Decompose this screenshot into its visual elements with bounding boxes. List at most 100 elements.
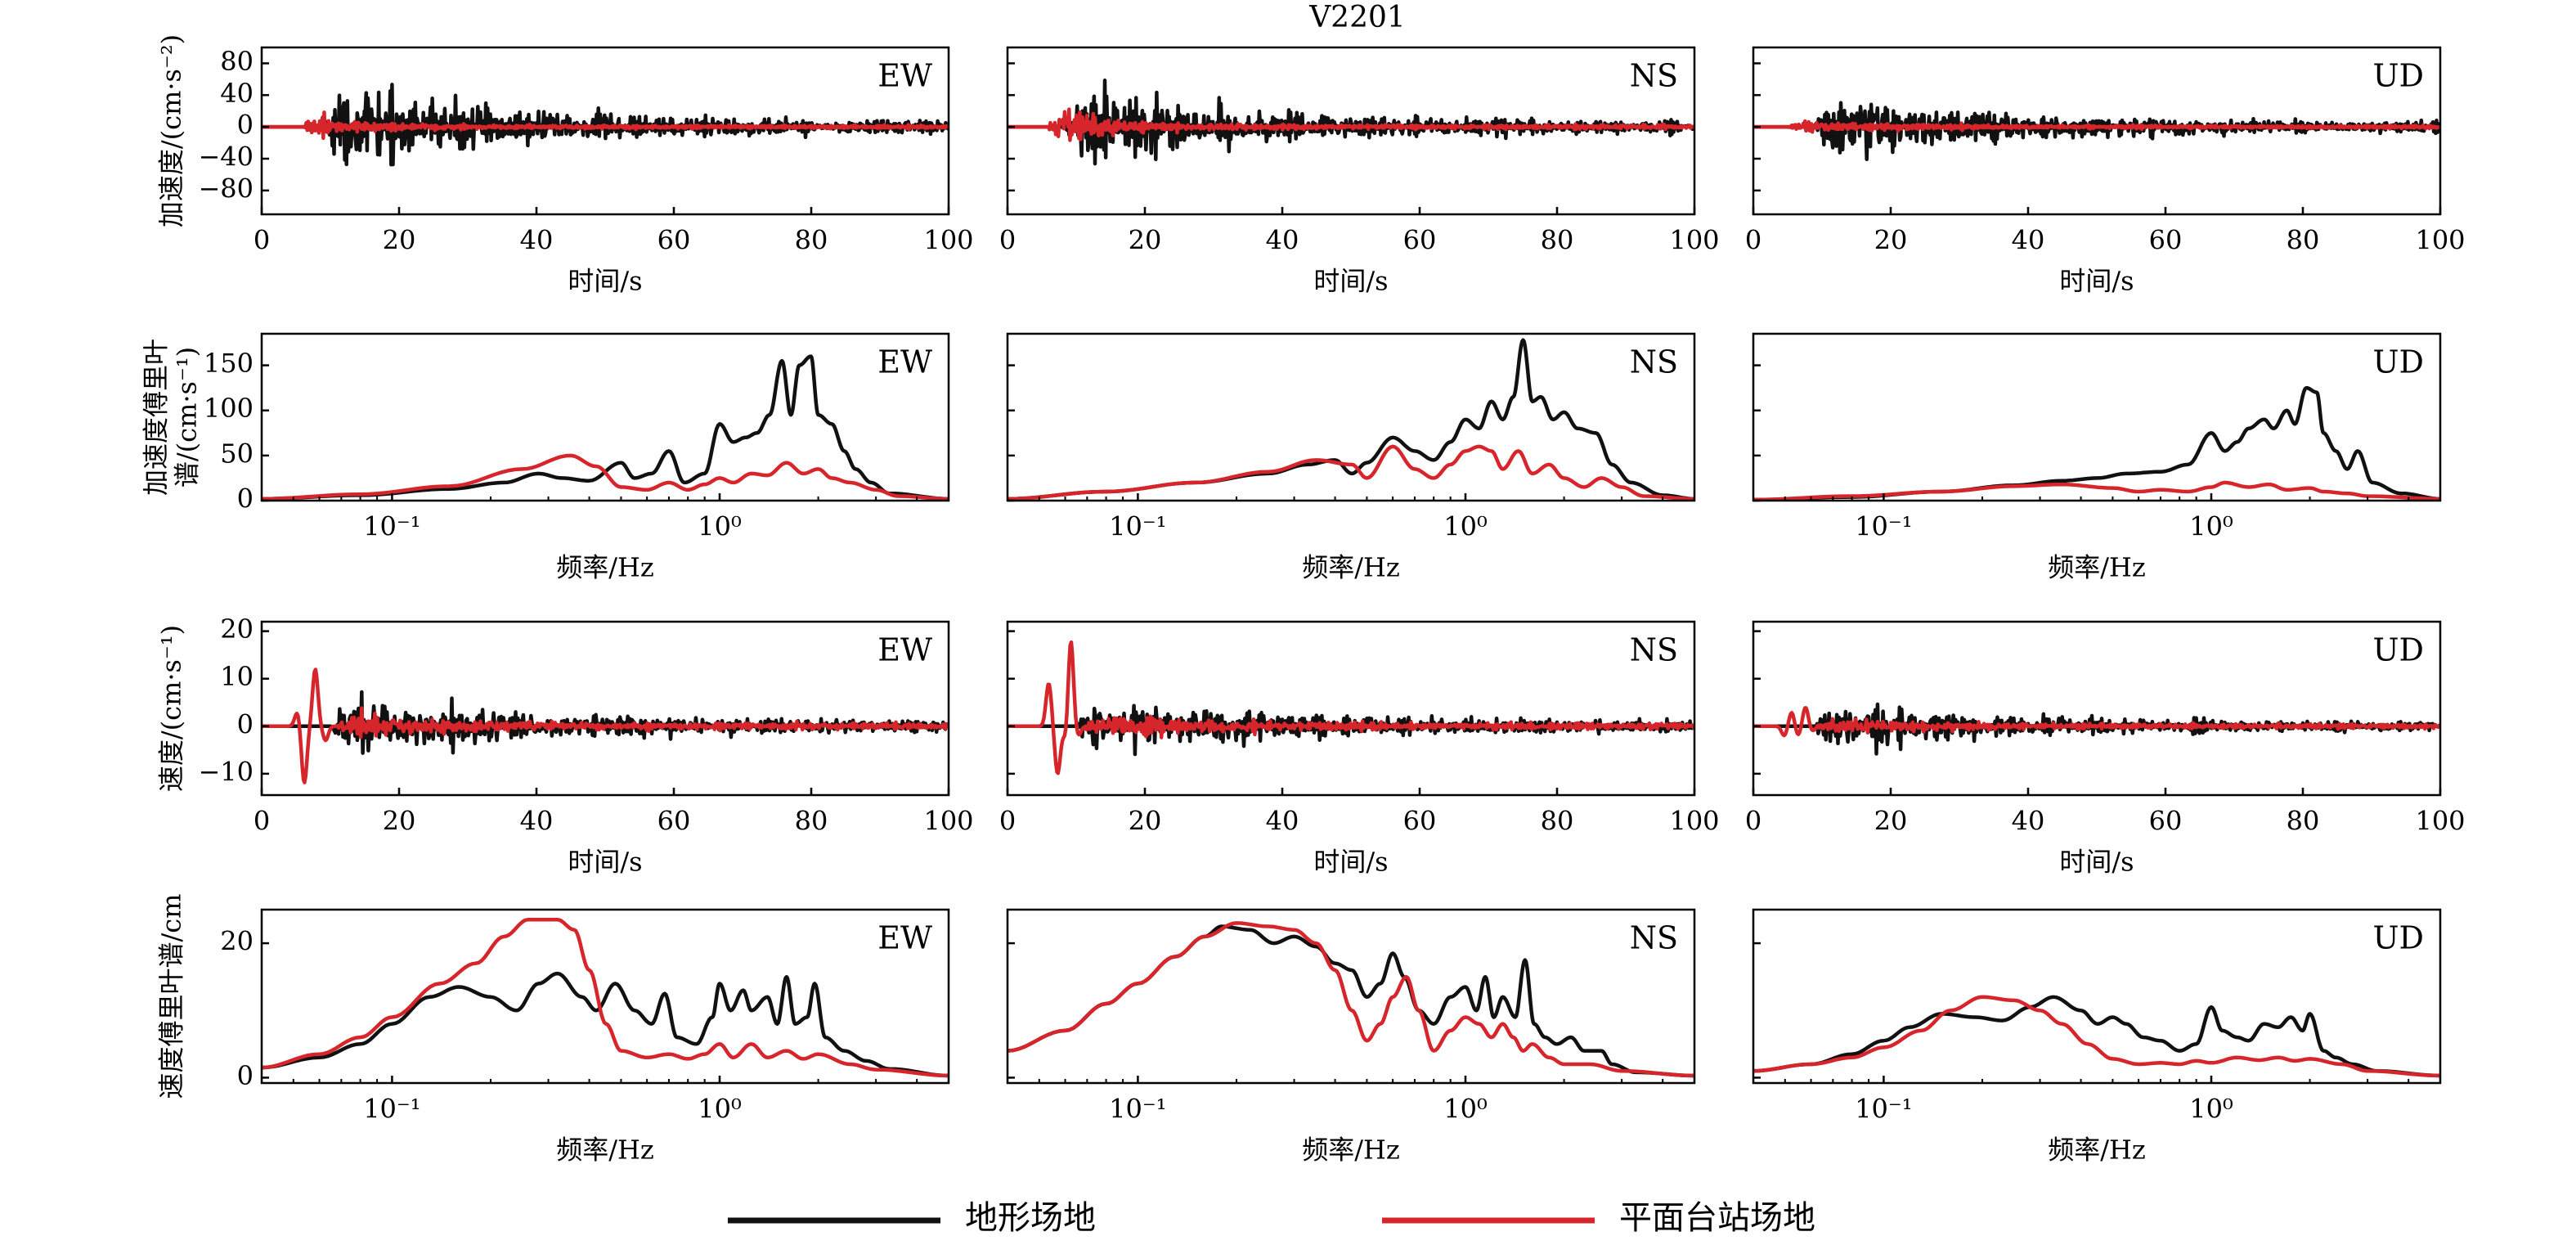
x-tick-label: 40 bbox=[2012, 225, 2045, 256]
row-2-ylabel-line-0: 速度/(cm·s⁻¹) bbox=[156, 625, 187, 792]
component-label: UD bbox=[2373, 344, 2425, 380]
row-0-ylabel-line-0: 加速度/(cm·s⁻²) bbox=[156, 34, 187, 227]
panel-frame bbox=[1752, 908, 2442, 1085]
component-label: EW bbox=[877, 632, 932, 668]
x-tick-label: 40 bbox=[520, 806, 554, 837]
x-axis-label: 频率/Hz bbox=[2048, 1135, 2146, 1166]
x-axis-label: 频率/Hz bbox=[556, 552, 654, 583]
x-tick-label: 60 bbox=[657, 806, 691, 837]
panel-frame bbox=[1006, 620, 1696, 797]
y-tick-label: 150 bbox=[204, 348, 254, 379]
row-3-ylabel-line-0: 速度傅里叶谱/cm bbox=[156, 893, 187, 1099]
x-axis-label: 时间/s bbox=[2059, 847, 2134, 878]
x-tick-label: 60 bbox=[2149, 225, 2183, 256]
row-1-ylabel-line-1: 谱/(cm·s⁻¹) bbox=[172, 347, 203, 488]
panel-frame bbox=[260, 620, 950, 797]
x-tick-label: 60 bbox=[2149, 806, 2183, 837]
series-line-flat bbox=[1008, 444, 1694, 501]
x-tick-label: 0 bbox=[999, 806, 1016, 837]
x-axis-label: 频率/Hz bbox=[1302, 1135, 1400, 1166]
series-line-flat bbox=[262, 667, 949, 784]
series-line-terrain bbox=[1008, 338, 1694, 501]
x-tick-label: 10⁰ bbox=[698, 511, 742, 542]
series-group bbox=[1008, 921, 1694, 1078]
x-tick-label: 40 bbox=[1266, 806, 1299, 837]
series-line-terrain bbox=[1753, 101, 2440, 161]
x-tick-label: 80 bbox=[2287, 225, 2320, 256]
x-tick-label: 0 bbox=[254, 225, 270, 256]
y-tick-label: 100 bbox=[204, 393, 254, 424]
y-tick-label: 0 bbox=[237, 483, 254, 515]
series-line-terrain bbox=[1008, 79, 1694, 166]
series-group bbox=[262, 918, 949, 1078]
legend-label-terrain: 地形场地 bbox=[965, 1199, 1096, 1237]
panel-time-r0-ud: UD 0 20 40 60 80 100 时间/s bbox=[1745, 46, 2466, 297]
series-line-flat bbox=[262, 110, 949, 141]
y-tick-label: 80 bbox=[220, 46, 254, 77]
x-tick-label: 20 bbox=[383, 225, 416, 256]
panel-frame bbox=[1752, 620, 2442, 797]
series-line-terrain bbox=[262, 354, 949, 501]
x-axis-label: 时间/s bbox=[1313, 847, 1388, 878]
figure-title: V2201 bbox=[1308, 1, 1406, 34]
component-label: NS bbox=[1630, 920, 1678, 956]
component-label: NS bbox=[1630, 58, 1678, 94]
series-group bbox=[1753, 101, 2440, 161]
x-tick-label: 10⁻¹ bbox=[1109, 511, 1166, 542]
series-line-flat bbox=[1753, 480, 2440, 501]
x-tick-label: 10⁻¹ bbox=[1855, 511, 1912, 542]
x-tick-label: 20 bbox=[1874, 806, 1908, 837]
panel-time-r2-ns: NS 0 20 40 60 80 100 时间/s bbox=[999, 620, 1720, 878]
panel-freq-r1-ns: NS 10⁻¹ 10⁰ 频率/Hz bbox=[1006, 332, 1696, 583]
series-line-flat bbox=[1008, 640, 1694, 775]
series-group bbox=[262, 667, 949, 784]
x-tick-label: 80 bbox=[1541, 225, 1574, 256]
legend: 地形场地 平面台站场地 bbox=[728, 1199, 1815, 1237]
x-tick-label: 80 bbox=[795, 806, 828, 837]
y-tick-label: 10 bbox=[220, 661, 254, 692]
x-tick-label: 80 bbox=[795, 225, 828, 256]
x-tick-label: 40 bbox=[1266, 225, 1299, 256]
x-tick-label: 80 bbox=[1541, 806, 1574, 837]
panel-freq-r3-ud: UD 10⁻¹ 10⁰ 频率/Hz bbox=[1752, 908, 2442, 1166]
panel-frame bbox=[1752, 46, 2442, 216]
x-tick-label: 10⁰ bbox=[1443, 1094, 1488, 1125]
component-label: NS bbox=[1630, 344, 1678, 380]
series-group bbox=[1753, 702, 2440, 756]
series-line-flat bbox=[1753, 706, 2440, 738]
component-label: UD bbox=[2373, 58, 2425, 94]
series-line-flat bbox=[1008, 107, 1694, 142]
component-label: EW bbox=[877, 344, 932, 380]
x-axis-label: 时间/s bbox=[568, 266, 642, 297]
series-group bbox=[262, 83, 949, 167]
panel-freq-r1-ew: EW 10⁻¹ 10⁰ 0 50 100 150 频率/Hz bbox=[204, 332, 950, 583]
x-tick-label: 10⁰ bbox=[1443, 511, 1488, 542]
x-tick-label: 0 bbox=[254, 806, 270, 837]
x-tick-label: 10⁻¹ bbox=[363, 511, 420, 542]
y-tick-label: 0 bbox=[237, 1060, 254, 1091]
component-label: EW bbox=[877, 58, 932, 94]
series-line-terrain bbox=[1008, 924, 1694, 1078]
component-label: EW bbox=[877, 920, 932, 956]
x-axis-label: 频率/Hz bbox=[556, 1135, 654, 1166]
component-label: NS bbox=[1630, 632, 1678, 668]
x-tick-label: 100 bbox=[1669, 806, 1719, 837]
series-group bbox=[1753, 385, 2440, 501]
x-tick-label: 100 bbox=[923, 225, 973, 256]
x-tick-label: 20 bbox=[1129, 806, 1162, 837]
panel-freq-r3-ns: NS 10⁻¹ 10⁰ 频率/Hz bbox=[1006, 908, 1696, 1166]
panel-time-r0-ns: NS 0 20 40 60 80 100 时间/s bbox=[999, 46, 1720, 297]
y-tick-label: 40 bbox=[220, 78, 254, 109]
series-line-flat bbox=[262, 453, 949, 501]
panel-frame bbox=[260, 332, 950, 502]
x-axis-label: 频率/Hz bbox=[2048, 552, 2146, 583]
panel-freq-r1-ud: UD 10⁻¹ 10⁰ 频率/Hz bbox=[1752, 332, 2442, 583]
x-tick-label: 10⁻¹ bbox=[1109, 1094, 1166, 1125]
series-line-flat bbox=[1008, 921, 1694, 1078]
x-tick-label: 10⁻¹ bbox=[363, 1094, 420, 1125]
x-tick-label: 0 bbox=[1745, 806, 1761, 837]
series-line-flat bbox=[262, 918, 949, 1078]
x-axis-label: 时间/s bbox=[2059, 266, 2134, 297]
